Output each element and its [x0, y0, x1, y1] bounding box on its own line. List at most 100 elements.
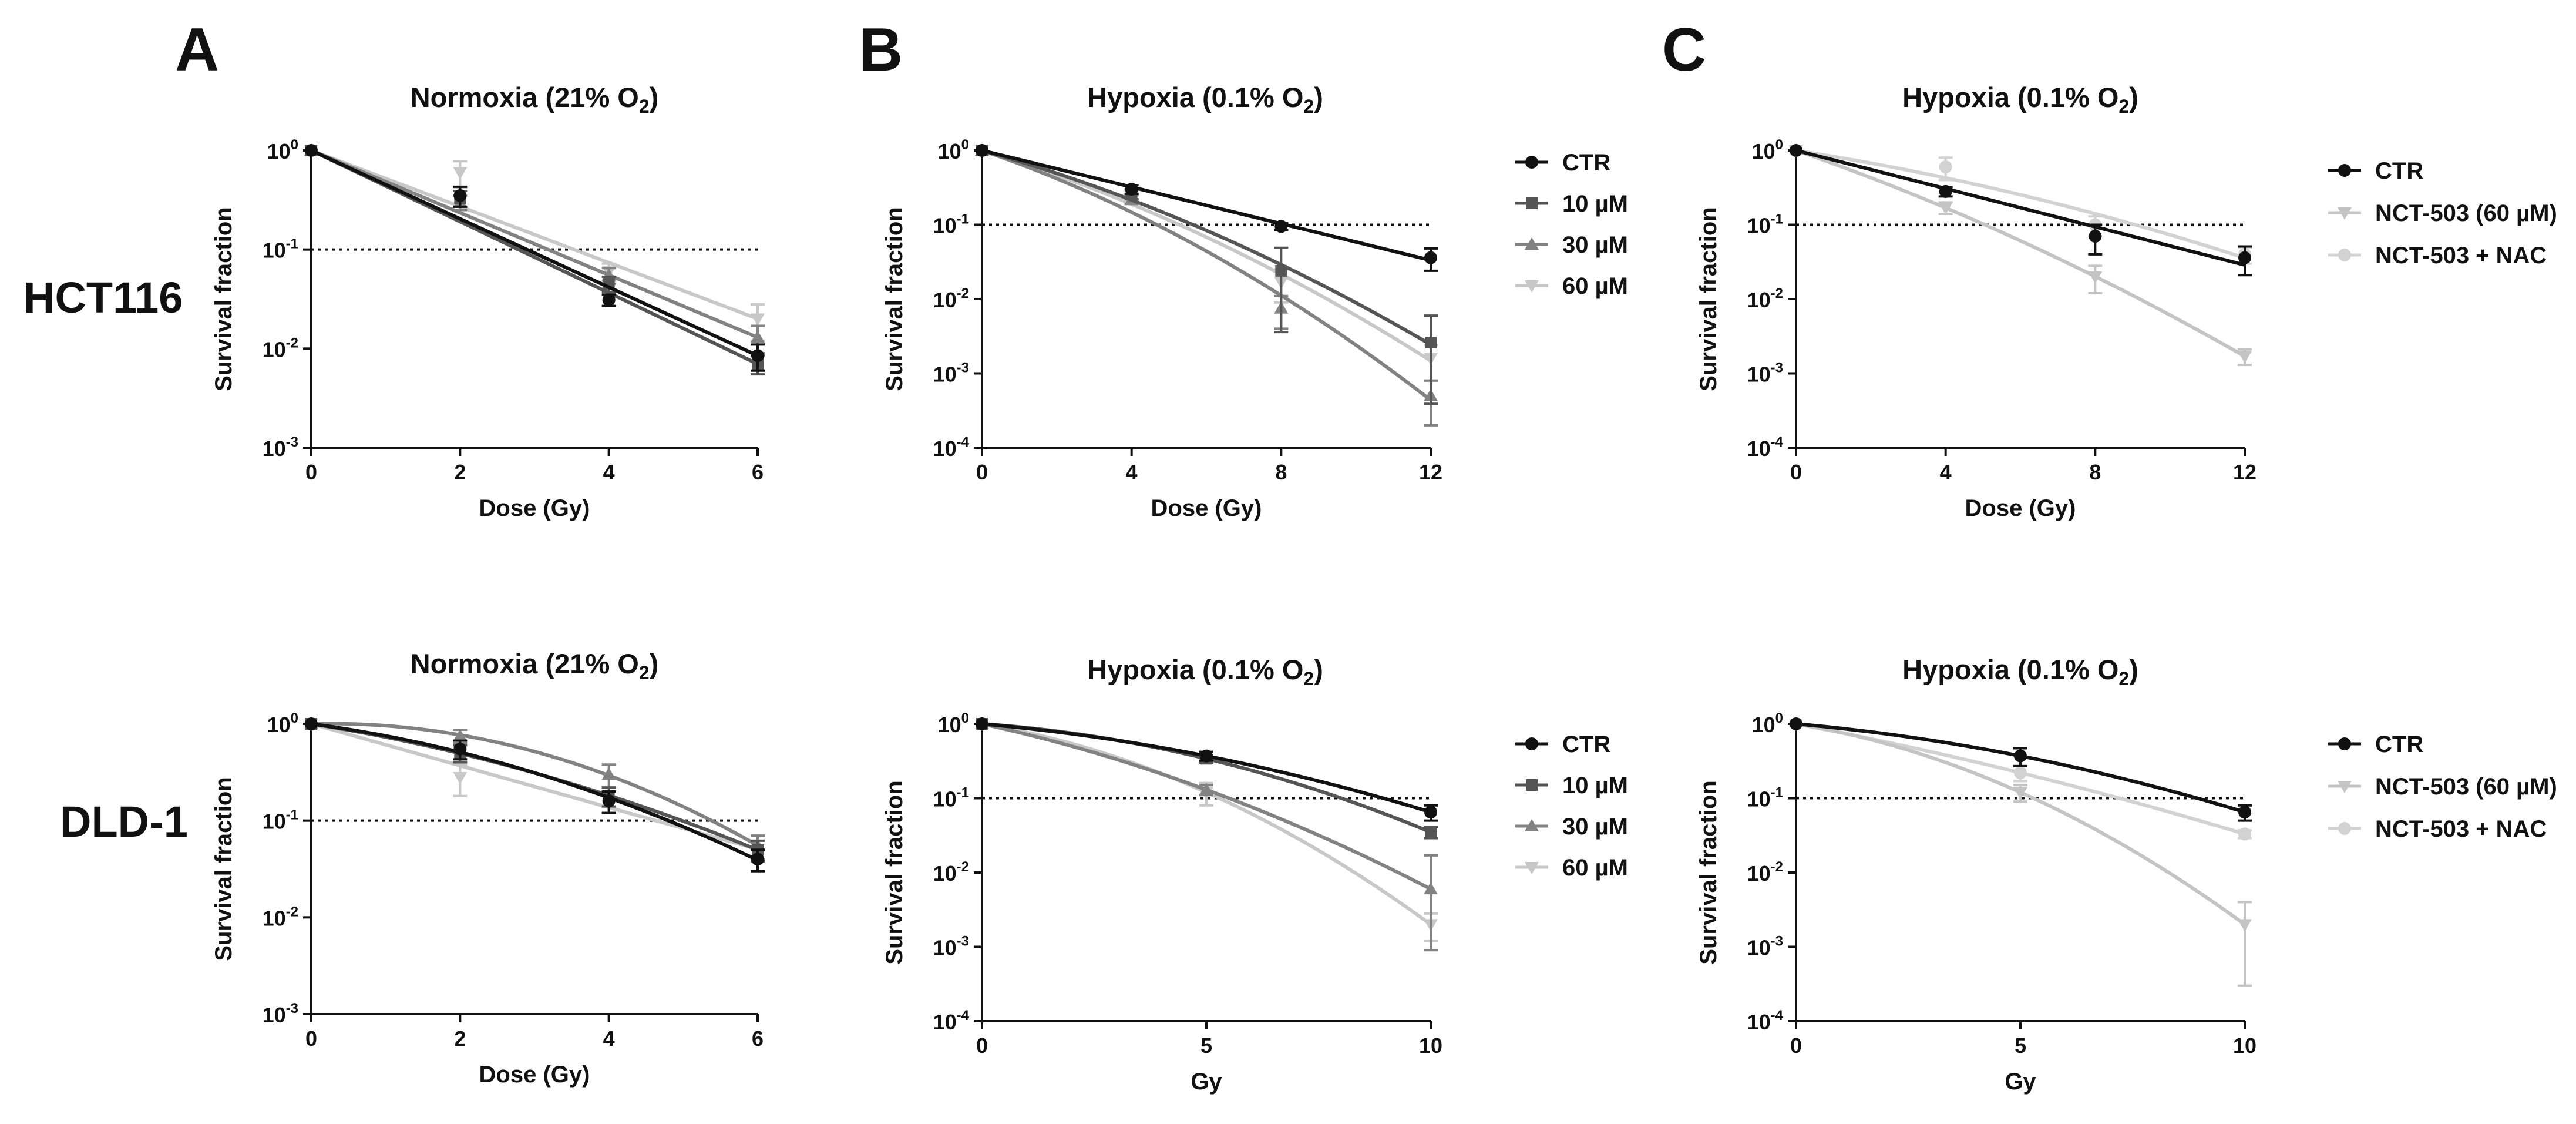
legend-marker [1526, 779, 1538, 791]
data-point [2013, 787, 2027, 800]
legend: CTR 10 µM 30 µM 60 µM [1515, 732, 1628, 881]
y-tick-label: 10-4 [933, 434, 970, 461]
legend-label: CTR [1562, 732, 1610, 757]
legend-label: CTR [2375, 158, 2423, 184]
series-10-m [976, 145, 1438, 405]
y-tick-label: 10-3 [263, 1001, 298, 1027]
series-10-m [305, 718, 765, 863]
y-tick-label: 100 [267, 137, 298, 163]
y-tick-label: 10-4 [933, 1008, 970, 1034]
data-point [976, 717, 988, 730]
chart-B-bottom: Hypoxia (0.1% O2) 10-4 10-3 10-2 10-1 100 0 5 10… [882, 654, 1628, 1095]
y-axis-title: Survival fraction [211, 207, 237, 391]
x-axis-title: Dose (Gy) [479, 495, 590, 521]
y-tick-label: 10-2 [933, 859, 969, 885]
legend-label: NCT-503 + NAC [2375, 243, 2547, 269]
data-point [1424, 806, 1437, 819]
legend-label: NCT-503 (60 µM) [2375, 200, 2557, 226]
y-axis-title: Survival fraction [211, 777, 237, 961]
legend-label: CTR [1562, 150, 1610, 176]
data-point [751, 853, 764, 866]
y-tick-label: 10-1 [1747, 212, 1783, 238]
legend-marker [1525, 280, 1539, 293]
chart-title: Normoxia (21% O2) [411, 648, 659, 683]
y-tick-label: 10-1 [933, 785, 969, 811]
x-tick-label: 12 [2233, 460, 2256, 484]
data-point [602, 293, 616, 307]
x-tick-label: 6 [752, 1026, 764, 1051]
chart-title: Hypoxia (0.1% O2) [1902, 654, 2138, 689]
series-ctr [976, 144, 1438, 272]
y-tick-label: 100 [1752, 137, 1783, 163]
data-point [1790, 144, 1802, 157]
fit-curve [981, 149, 1432, 402]
legend-label: CTR [2375, 732, 2423, 757]
y-tick-label: 10-2 [263, 904, 298, 930]
y-tick-label: 10-2 [1747, 286, 1783, 312]
data-point [751, 313, 765, 326]
data-point [2014, 749, 2027, 763]
data-point [2088, 271, 2103, 284]
chart-A-top: Normoxia (21% O2) 10-3 10-2 10-1 100 0 2 4 6 Dose… [211, 82, 765, 521]
y-tick-label: 100 [267, 710, 298, 737]
row-label-dld1: DLD-1 [60, 797, 188, 846]
y-tick-label: 10-3 [933, 934, 969, 960]
fit-curve [1795, 149, 2245, 260]
y-tick-label: 10-3 [1747, 934, 1783, 960]
series-ctr [305, 144, 765, 372]
y-tick-label: 10-1 [1747, 785, 1783, 811]
data-point [2238, 351, 2252, 364]
legend-marker [1525, 156, 1538, 169]
x-tick-label: 12 [1419, 460, 1442, 484]
x-tick-label: 4 [603, 1026, 615, 1051]
data-point [601, 767, 616, 780]
legend-marker [2338, 249, 2351, 261]
y-tick-label: 100 [938, 710, 969, 737]
legend-marker [1525, 737, 1538, 750]
x-tick-label: 0 [1790, 1034, 1802, 1058]
data-point [2238, 251, 2251, 264]
legend-label: 60 µM [1562, 855, 1628, 881]
chart-A-bottom: Normoxia (21% O2) 10-3 10-2 10-1 100 0 2 4 6 Dose… [211, 648, 765, 1088]
data-point [453, 742, 467, 756]
series-ctr [305, 717, 765, 873]
data-point [1424, 251, 1437, 264]
x-tick-label: 4 [603, 460, 615, 484]
data-point [1425, 826, 1437, 838]
data-point [1939, 184, 1952, 198]
chart-C-bottom: Hypoxia (0.1% O2) 10-4 10-3 10-2 10-1 100 0 5 10… [1696, 654, 2557, 1095]
series-nct-503-60-m [1789, 719, 2252, 987]
x-axis-title: Dose (Gy) [1965, 495, 2076, 521]
series-30-m [304, 143, 765, 355]
x-tick-label: 4 [1940, 460, 1952, 484]
data-point [453, 167, 468, 180]
x-axis-title: Gy [2005, 1069, 2036, 1095]
fit-curve [981, 149, 1432, 363]
y-tick-label: 10-1 [933, 212, 969, 238]
legend-marker [2338, 737, 2351, 750]
data-point [602, 794, 616, 808]
panel-letter-c: C [1662, 16, 1706, 84]
data-point [2238, 919, 2252, 932]
fit-curve [981, 149, 1432, 347]
x-tick-label: 0 [305, 460, 317, 484]
data-point [1125, 183, 1138, 196]
y-tick-label: 10-4 [1747, 1008, 1784, 1034]
x-tick-label: 2 [454, 460, 466, 484]
data-point [1790, 717, 1802, 730]
fit-curve [311, 722, 759, 862]
y-tick-label: 10-3 [263, 434, 298, 461]
x-tick-label: 8 [1275, 460, 1287, 484]
x-axis-title: Gy [1191, 1069, 1222, 1095]
data-point [453, 189, 467, 202]
legend-marker [1526, 197, 1538, 209]
legend-marker [2338, 781, 2352, 793]
plots-layer: Normoxia (21% O2) 10-3 10-2 10-1 100 0 2 4 6 Dose… [211, 82, 2557, 1095]
data-point [1200, 749, 1213, 763]
y-axis-title: Survival fraction [882, 780, 907, 964]
y-tick-label: 100 [1752, 710, 1783, 737]
legend: CTR 10 µM 30 µM 60 µM [1515, 150, 1628, 299]
series-ctr [976, 717, 1438, 822]
legend-label: 60 µM [1562, 273, 1628, 299]
x-tick-label: 4 [1126, 460, 1138, 484]
